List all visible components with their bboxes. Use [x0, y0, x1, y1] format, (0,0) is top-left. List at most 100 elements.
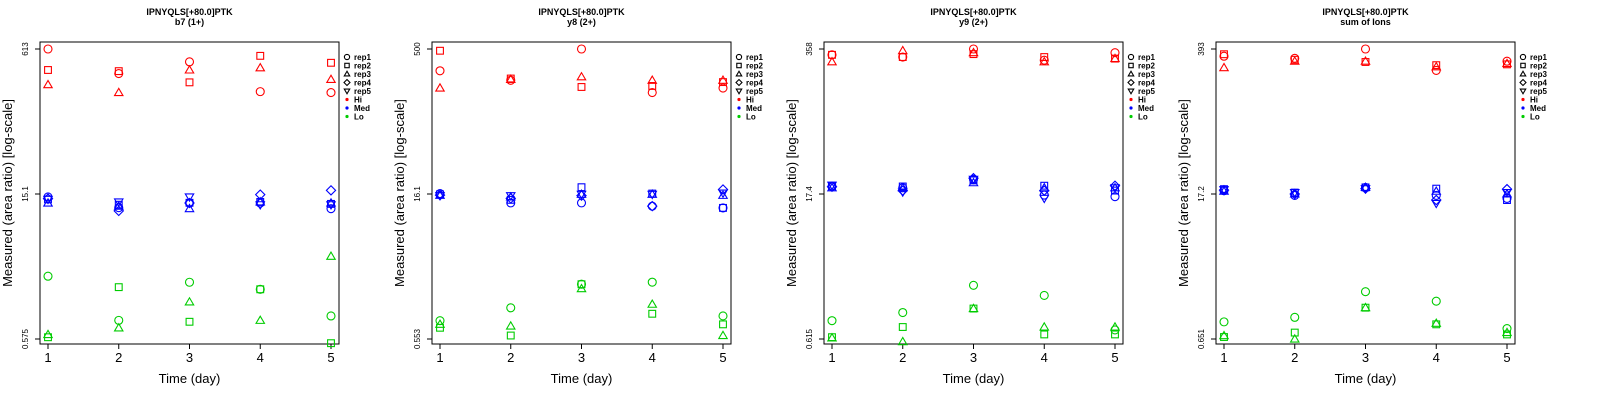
- x-tick-label: 3: [186, 350, 193, 365]
- data-point-med-rep5: [717, 189, 729, 199]
- data-point-hi-rep1: [1039, 55, 1049, 65]
- x-tick-label: 4: [649, 350, 656, 365]
- data-point-med-rep5: [647, 190, 658, 200]
- legend-marker-lo: [1129, 114, 1133, 119]
- x-tick-label: 5: [327, 350, 334, 365]
- legend-marker-lo: [345, 114, 349, 119]
- data-point-med-rep1: [1290, 190, 1300, 200]
- data-point-hi-rep1: [326, 88, 336, 98]
- data-point-hi-rep1: [435, 66, 445, 76]
- data-point-hi-rep3: [1109, 53, 1121, 63]
- legend-marker-med: [1129, 106, 1133, 110]
- data-point-med-rep2: [1040, 181, 1049, 190]
- legend-label-hi: Hi: [746, 96, 754, 105]
- data-point-med-rep5: [255, 201, 266, 211]
- data-point-hi-rep3: [113, 87, 124, 97]
- data-point-lo-rep1: [1502, 323, 1512, 334]
- data-point-lo-rep2: [898, 323, 907, 331]
- data-point-lo-rep3: [505, 320, 516, 330]
- data-point-hi-rep1: [576, 44, 587, 54]
- data-point-hi-rep2: [577, 83, 586, 91]
- data-point-med-rep3: [1431, 185, 1442, 195]
- legend-marker-rep2: [1520, 62, 1526, 69]
- legend-label-hi: Hi: [1530, 96, 1538, 105]
- data-point-lo-rep1: [43, 271, 53, 281]
- data-point-lo-rep3: [255, 315, 266, 324]
- x-tick-label: 5: [1503, 350, 1510, 365]
- data-point-hi-rep1: [1219, 51, 1229, 61]
- x-tick-label: 4: [1433, 350, 1440, 365]
- legend-marker-rep2: [1128, 62, 1134, 69]
- data-point-med-rep4: [717, 184, 729, 195]
- data-point-lo-rep3: [325, 250, 337, 260]
- data-point-hi-rep2: [898, 53, 907, 62]
- data-point-med-rep4: [184, 197, 195, 209]
- y-tick-label: 0.553: [413, 328, 422, 349]
- data-point-hi-rep3: [647, 74, 658, 84]
- data-point-med-rep4: [1430, 194, 1442, 206]
- data-point-lo-rep3: [113, 322, 124, 332]
- data-point-hi-rep1: [114, 68, 124, 79]
- chart-title: IPNYQLS[+80.0]PTK: [930, 7, 1017, 17]
- legend-marker-rep4: [735, 78, 743, 87]
- data-point-lo-rep2: [719, 320, 727, 329]
- legend-label-med: Med: [354, 104, 370, 113]
- data-point-hi-rep2: [185, 78, 194, 87]
- data-point-lo-rep1: [506, 303, 516, 313]
- legend-label-rep1: rep1: [746, 53, 763, 62]
- data-point-med-rep4: [254, 189, 266, 200]
- legend-marker-rep1: [1519, 53, 1527, 61]
- data-point-med-rep5: [42, 195, 54, 205]
- data-point-med-rep5: [897, 188, 908, 198]
- x-axis-label: Time (day): [1335, 371, 1397, 386]
- y-tick-label: 393: [1197, 42, 1206, 56]
- data-point-lo-rep2: [327, 339, 335, 348]
- data-point-lo-rep1: [898, 307, 908, 318]
- legend-marker-hi: [737, 97, 741, 102]
- x-tick-label: 1: [44, 350, 51, 365]
- data-point-lo-rep1: [255, 284, 265, 294]
- x-axis-label: Time (day): [551, 371, 613, 386]
- data-point-med-rep5: [1039, 194, 1050, 204]
- data-point-lo-rep3: [1109, 321, 1121, 331]
- data-point-med-rep5: [1360, 185, 1371, 194]
- data-point-lo-rep1: [827, 316, 837, 326]
- y-tick-label: 500: [413, 42, 422, 56]
- plot-frame: [823, 41, 1124, 345]
- data-point-med-rep5: [1218, 186, 1230, 195]
- y-tick-label: 0.575: [21, 328, 30, 349]
- y-tick-label: 15.1: [21, 186, 30, 202]
- data-point-hi-rep2: [648, 82, 657, 90]
- data-point-med-rep4: [113, 205, 125, 217]
- data-point-med-rep5: [1431, 199, 1442, 209]
- data-point-hi-rep3: [968, 47, 979, 57]
- data-point-hi-rep2: [1220, 50, 1228, 59]
- data-point-med-rep1: [114, 203, 124, 213]
- data-point-med-rep2: [185, 198, 194, 207]
- data-point-hi-rep3: [255, 62, 266, 72]
- data-point-hi-rep1: [827, 50, 837, 60]
- legend-marker-rep3: [1127, 70, 1135, 77]
- data-point-med-rep5: [968, 175, 979, 185]
- legend-label-rep4: rep4: [354, 79, 371, 88]
- data-point-med-rep1: [1431, 190, 1441, 200]
- legend-label-rep3: rep3: [1138, 70, 1155, 79]
- legend-marker-hi: [345, 97, 349, 102]
- x-tick-label: 3: [1362, 350, 1369, 365]
- data-point-lo-rep2: [577, 280, 586, 289]
- data-point-med-rep5: [505, 192, 516, 201]
- legend-label-rep4: rep4: [1530, 79, 1547, 88]
- data-point-med-rep5: [325, 201, 337, 211]
- data-point-hi-rep2: [44, 66, 52, 74]
- data-point-med-rep5: [1501, 189, 1513, 198]
- chart-subtitle: y8 (2+): [567, 17, 596, 27]
- legend-marker-rep4: [343, 78, 351, 87]
- data-point-lo-rep2: [256, 285, 265, 294]
- data-point-med-rep1: [326, 204, 336, 214]
- data-point-hi-rep1: [1502, 56, 1512, 66]
- data-point-hi-rep3: [1218, 62, 1230, 72]
- data-point-hi-rep3: [1039, 56, 1050, 66]
